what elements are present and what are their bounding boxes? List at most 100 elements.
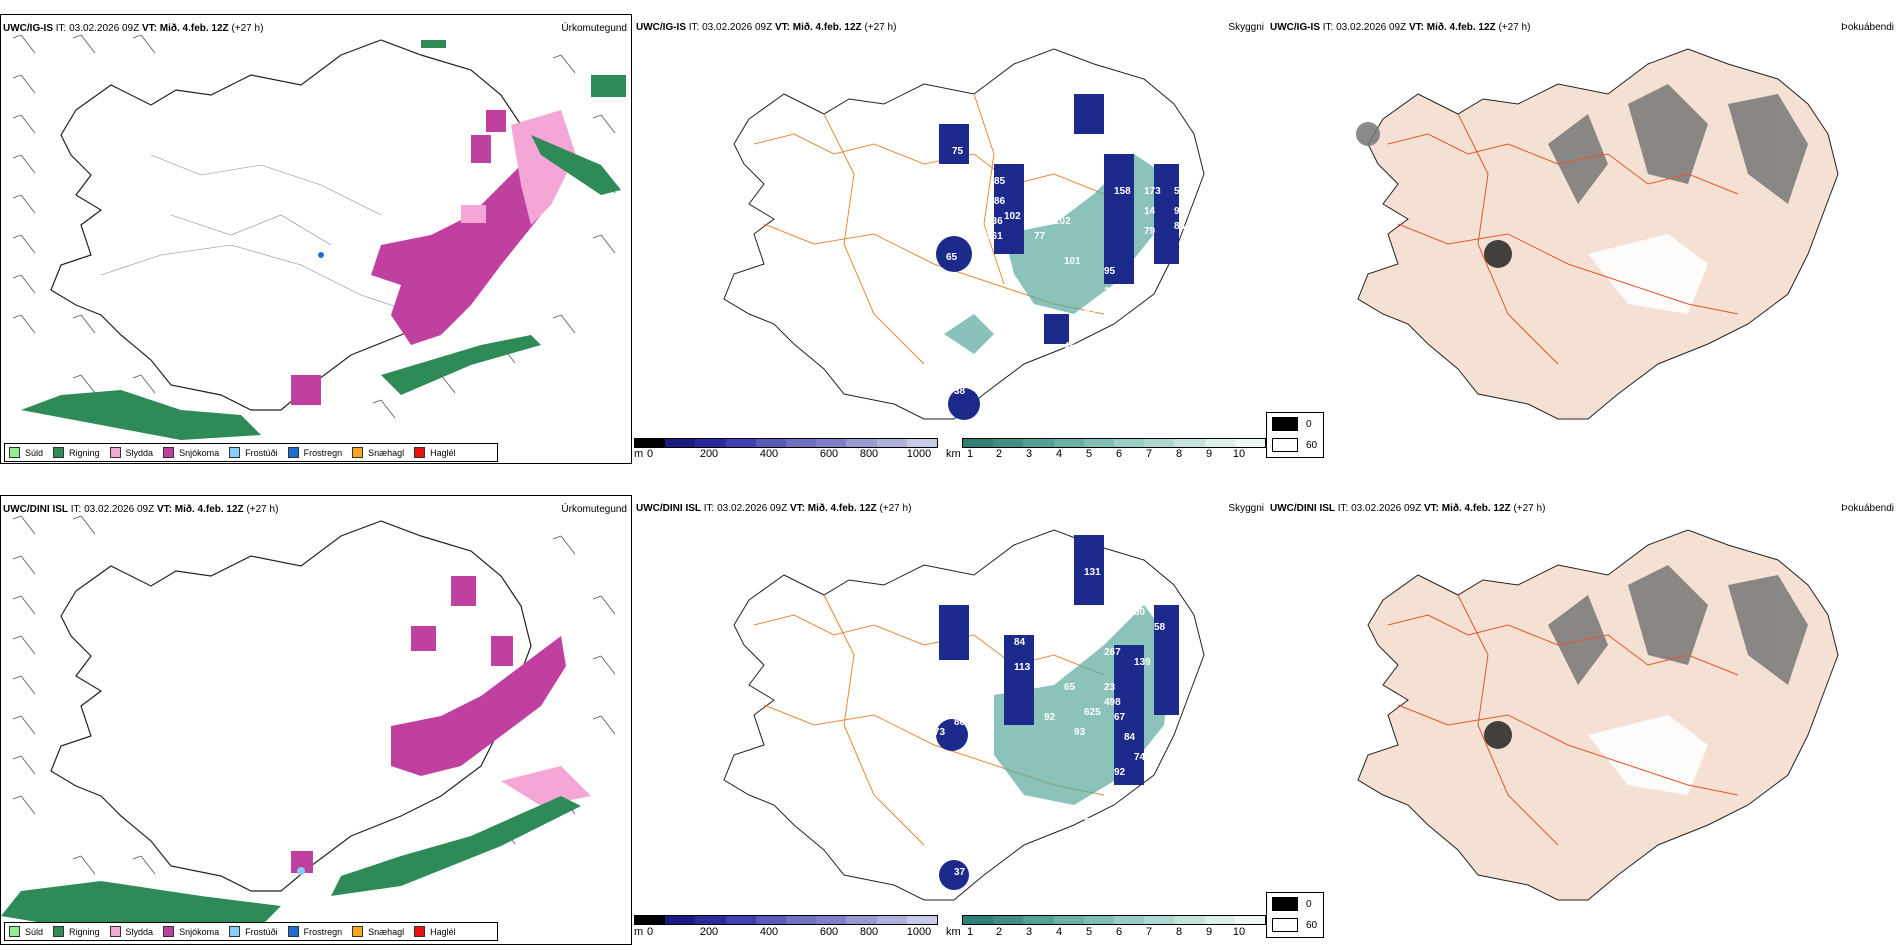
tick: 2 (995, 448, 1003, 460)
visibility-value: 136 (986, 216, 1003, 227)
cbar-unit-km: km (946, 448, 961, 460)
panel-type-label: Úrkomutegund (561, 23, 627, 34)
legend-item: Snæhagl (352, 926, 404, 937)
tick: 800 (859, 448, 879, 460)
swatch (109, 926, 121, 937)
tick: 8 (1175, 448, 1183, 460)
visibility-value: 80 (1134, 607, 1146, 618)
visibility-km-colorbar (962, 915, 1266, 925)
visibility-value: 75 (952, 146, 964, 157)
tick: 600 (819, 926, 839, 938)
panel-type-label: Skyggni (1228, 503, 1264, 514)
visibility-value: 61 (982, 151, 994, 162)
panel-type-label: Skyggni (1228, 22, 1264, 33)
visibility-km-colorbar (962, 438, 1266, 448)
snow-areas (291, 576, 566, 873)
visibility-value: 65 (1064, 682, 1076, 693)
visibility-value: 102 (1004, 211, 1021, 222)
panel-title: UWC/DINI ISL IT: 03.02.2026 09Z VT: Mið.… (3, 504, 279, 515)
visibility-value: 58 (1154, 622, 1166, 633)
tick: 6 (1115, 926, 1123, 938)
fog-legend-top: 0 60 (1266, 412, 1324, 458)
fog-legend-bottom: 0 60 (1266, 892, 1324, 938)
legend-item: Rigning (53, 447, 100, 458)
swatch (287, 447, 299, 458)
swatch (9, 447, 20, 458)
legend-item: Frostúði (229, 447, 278, 458)
legend-item: Snjókoma (163, 447, 219, 458)
tick: 5 (1085, 926, 1093, 938)
visibility-value: 84 (1124, 732, 1136, 743)
precip-map-bottom (1, 515, 616, 931)
tick: 7 (1145, 448, 1153, 460)
visibility-map-bottom (723, 529, 1205, 901)
fog-map-bottom (1357, 529, 1839, 901)
legend-item: Snæhagl (352, 447, 404, 458)
visibility-value: 95 (1104, 266, 1116, 277)
fog-grey (1484, 565, 1808, 749)
iceland-outline (50, 39, 532, 411)
tick: 1 (966, 448, 974, 460)
tick: 9 (1205, 926, 1213, 938)
visibility-value: 65 (946, 252, 958, 263)
swatch (352, 926, 364, 937)
visibility-value: 101 (1064, 256, 1081, 267)
fog-legend-item: 0 (1272, 417, 1312, 431)
swatch (414, 447, 426, 458)
tick: 600 (819, 448, 839, 460)
visibility-value: 74 (1134, 752, 1146, 763)
visibility-value: 73 (934, 727, 946, 738)
visibility-value: 14 (1144, 206, 1156, 217)
fog-legend-item: 0 (1272, 897, 1312, 911)
fog-white (1588, 715, 1708, 795)
visibility-value: 46 (1064, 341, 1076, 352)
swatch (163, 447, 175, 458)
visibility-value: 92 (1114, 767, 1126, 778)
visibility-value: 67 (1114, 712, 1126, 723)
swatch (414, 926, 426, 937)
legend-item: Slydda (109, 447, 153, 458)
tick: 0 (646, 926, 654, 938)
visibility-value: 102 (1054, 216, 1071, 227)
visibility-value: 74 (934, 366, 946, 377)
tick: 7 (1145, 926, 1153, 938)
legend-item: Haglél (414, 926, 456, 937)
tick: 3 (1025, 926, 1033, 938)
snow-areas (291, 110, 571, 405)
panel-type-label: Þokuábendi (1841, 22, 1894, 33)
visibility-value: 106 (1104, 286, 1121, 297)
sleet-areas (461, 110, 576, 225)
visibility-value: 113 (1014, 662, 1031, 673)
roads (1387, 113, 1739, 365)
tick: 10 (1232, 448, 1246, 460)
tick: 800 (859, 926, 879, 938)
visibility-m-colorbar (634, 438, 938, 448)
visibility-value: 94 (1174, 206, 1186, 217)
tick: 1000 (906, 926, 932, 938)
legend-item: Súld (9, 447, 43, 458)
tick: 4 (1055, 448, 1063, 460)
panel-type-label: Úrkomutegund (561, 504, 627, 515)
visibility-panel-bottom: UWC/DINI ISL IT: 03.02.2026 09Z VT: Mið.… (634, 495, 1266, 945)
rain-areas (1, 796, 581, 931)
visibility-value: 80 (954, 717, 966, 728)
legend-item: Frostúði (229, 926, 278, 937)
swatch (287, 926, 299, 937)
visibility-value: 85 (994, 176, 1006, 187)
tick: 400 (759, 448, 779, 460)
tick: 3 (1025, 448, 1033, 460)
visibility-value: 37 (1104, 607, 1116, 618)
legend-item: Haglél (414, 447, 456, 458)
roads (1387, 594, 1739, 846)
visibility-value: 38 (954, 386, 966, 397)
panel-title: UWC/IG-IS IT: 03.02.2026 09Z VT: Mið. 4.… (636, 22, 897, 33)
precip-map-top (12, 34, 626, 440)
visibility-value: 93 (1074, 727, 1086, 738)
tick: 2 (995, 926, 1003, 938)
visibility-blue (936, 535, 1179, 890)
tick: 1000 (906, 448, 932, 460)
visibility-value: 66 (1184, 627, 1196, 638)
tick: 10 (1232, 926, 1246, 938)
visibility-value: 83 (1174, 221, 1186, 232)
